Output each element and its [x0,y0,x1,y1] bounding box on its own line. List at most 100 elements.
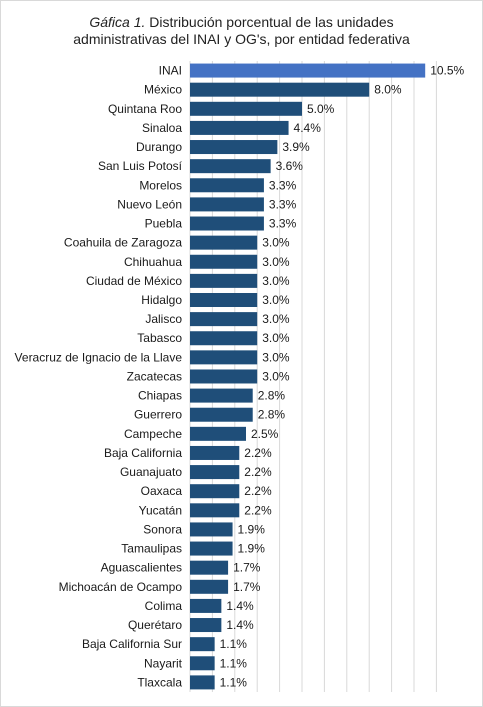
value-label: 2.2% [244,503,272,517]
bar [190,197,264,212]
category-label: Veracruz de Ignacio de la Llave [15,350,183,364]
bar [190,445,240,460]
category-label: Tamaulipas [121,542,182,556]
category-label: Oaxaca [141,484,183,498]
category-label: Colima [145,599,183,613]
value-label: 2.2% [244,465,272,479]
bar [190,522,233,537]
value-label: 2.8% [258,408,286,422]
bar [190,293,258,307]
bar [190,598,222,613]
value-label: 2.8% [258,389,286,403]
category-label: México [144,83,182,97]
value-label: 3.3% [269,197,297,211]
category-label: Querétaro [128,618,182,632]
value-label: 3.9% [282,140,310,154]
bar [190,426,246,441]
bar [190,560,229,575]
bar [190,331,258,346]
category-label: Chihuahua [124,255,182,269]
value-label: 1.7% [233,561,261,575]
category-label: Ciudad de México [86,274,182,288]
bar [190,484,240,499]
bar [190,101,302,116]
value-label: 1.7% [233,580,261,594]
category-label: Guanajuato [120,465,182,479]
bar [190,407,253,422]
value-label: 1.4% [226,618,254,632]
category-label: Tlaxcala [137,675,182,689]
bar [190,388,253,403]
value-label: 3.0% [262,331,290,345]
value-label: 3.0% [262,293,290,307]
chart-title-lead: Gáfica 1. [89,14,146,30]
value-label: 1.1% [220,675,248,689]
category-label: Baja California Sur [82,637,182,651]
value-label: 3.0% [262,274,290,288]
category-label: Chiapas [138,389,182,403]
category-label: Sonora [143,522,182,536]
category-label: Baja California [104,446,182,460]
bar [190,579,229,594]
value-label: 8.0% [374,83,402,97]
category-label: Hidalgo [141,293,182,307]
value-label: 3.0% [262,350,290,364]
bar [190,273,258,288]
bar [190,120,289,135]
value-label: 3.0% [262,369,290,383]
category-label: Aguascalientes [101,561,182,575]
category-label: Durango [136,140,182,154]
category-label: Sinaloa [142,121,182,135]
category-label: Quintana Roo [108,102,182,116]
value-label: 3.0% [262,236,290,250]
category-label: Coahuila de Zaragoza [64,236,182,250]
category-label: Morelos [139,178,182,192]
bar [190,465,240,480]
category-label: Michoacán de Ocampo [59,580,183,594]
category-label: San Luis Potosí [98,159,183,173]
bar [190,140,278,155]
value-label: 1.9% [238,542,266,556]
category-label: Yucatán [139,503,182,517]
bar [190,637,215,652]
bar [190,216,264,231]
value-label: 2.2% [244,446,272,460]
value-label: 3.0% [262,312,290,326]
category-label: Guerrero [134,408,182,422]
bar [190,235,258,250]
category-label: Puebla [145,217,183,231]
value-label: 3.3% [269,178,297,192]
value-label: 4.4% [294,121,322,135]
chart-title-text: Distribución porcentual de las unidades [145,14,394,30]
bar [190,350,258,365]
value-label: 2.2% [244,484,272,498]
value-label: 10.5% [430,64,464,78]
value-label: 1.1% [220,656,248,670]
value-label: 3.0% [262,255,290,269]
bar [190,159,271,174]
chart-title-line2: administrativas del INAI y OG's, por ent… [73,31,410,47]
value-label: 2.5% [251,427,279,441]
category-label: Campeche [124,427,182,441]
value-label: 3.6% [276,159,304,173]
category-label: INAI [159,64,182,78]
value-label: 5.0% [307,102,335,116]
bar [190,675,215,690]
chart-title-line1: Gáfica 1. Distribución porcentual de las… [0,14,483,31]
bar [190,503,240,518]
value-label: 1.4% [226,599,254,613]
category-label: Nayarit [144,656,183,670]
bar [190,82,370,97]
bar [190,369,258,384]
value-label: 1.1% [220,637,248,651]
bar [190,178,264,193]
bar [190,541,233,556]
category-label: Zacatecas [127,369,182,383]
category-label: Nuevo León [117,197,182,211]
bar [190,656,215,671]
bar [190,312,258,327]
value-label: 1.9% [238,522,266,536]
bar [190,63,426,78]
bar [190,618,222,633]
